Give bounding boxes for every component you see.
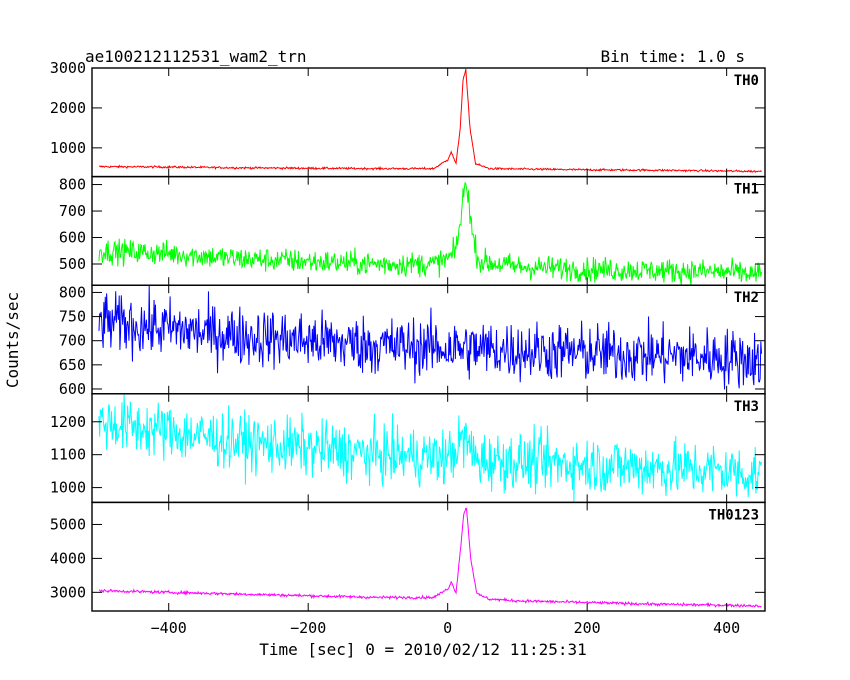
y-tick-label: 1100 <box>50 446 86 464</box>
y-tick-label: 600 <box>59 229 86 247</box>
x-tick-label: −400 <box>151 619 187 637</box>
panel-label: TH2 <box>734 290 759 306</box>
x-tick-label: 200 <box>574 619 601 637</box>
y-tick-label: 3000 <box>50 59 86 77</box>
panel-label: TH3 <box>734 399 759 415</box>
series-line-th2 <box>98 285 763 390</box>
series-line-th0123 <box>98 507 762 609</box>
chart-title: ae100212112531_wam2_trn <box>85 47 307 66</box>
y-tick-label: 650 <box>59 356 86 374</box>
panel-frame <box>91 393 766 504</box>
x-tick-label: −200 <box>290 619 326 637</box>
y-axis-label: Counts/sec <box>3 292 22 388</box>
y-tick-label: 600 <box>59 380 86 398</box>
y-tick-label: 700 <box>59 332 86 350</box>
panel-label: TH1 <box>734 182 759 198</box>
panel-label: TH0123 <box>708 507 759 523</box>
x-axis-label: Time [sec] 0 = 2010/02/12 11:25:31 <box>259 640 587 659</box>
series-line-th0 <box>98 68 762 174</box>
panel-th1: 500 600 700 800 TH1 <box>59 175 766 286</box>
y-tick-label: 500 <box>59 255 86 273</box>
y-tick-label: 1200 <box>50 413 86 431</box>
panel-th0: 1000 2000 3000 TH0 <box>50 59 766 178</box>
y-tick-label: 700 <box>59 202 86 220</box>
y-tick-label: 2000 <box>50 99 86 117</box>
y-tick-label: 800 <box>59 176 86 194</box>
bin-time-label: Bin time: 1.0 s <box>601 47 746 66</box>
series-line-th3 <box>98 393 763 502</box>
y-tick-label: 1000 <box>50 479 86 497</box>
series-line-th1 <box>98 181 763 286</box>
panel-frame <box>91 501 766 612</box>
panel-frame <box>91 175 766 286</box>
y-tick-label: 800 <box>59 283 86 301</box>
panel-th0123: 3000 4000 5000 TH0123 <box>50 501 766 612</box>
panel-th3: 1000 1100 1200 TH3 <box>50 393 766 504</box>
panel-frame <box>91 67 766 178</box>
x-tick-label: 0 <box>443 619 452 637</box>
panel-label: TH0 <box>734 73 759 89</box>
x-tick-label: 400 <box>713 619 740 637</box>
y-tick-label: 3000 <box>50 583 86 601</box>
y-tick-label: 1000 <box>50 139 86 157</box>
y-tick-label: 4000 <box>50 549 86 567</box>
y-tick-label: 750 <box>59 308 86 326</box>
y-tick-label: 5000 <box>50 515 86 533</box>
panel-th2: 600 650 700 750 800 TH2 <box>59 283 766 398</box>
